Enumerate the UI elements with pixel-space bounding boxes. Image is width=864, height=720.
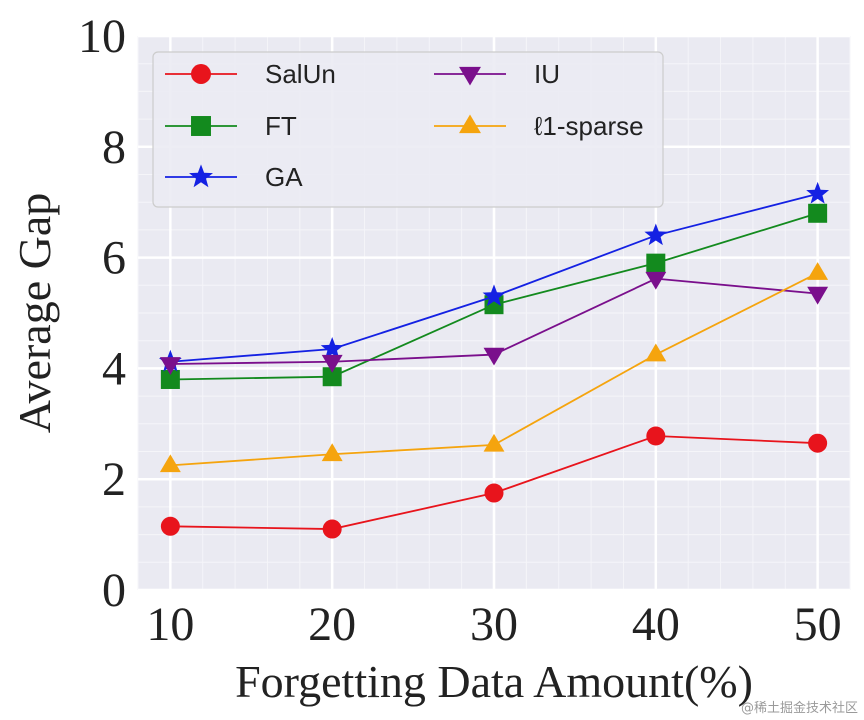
- series-circle: [160, 426, 828, 539]
- data-point-triangle-up: [321, 443, 343, 462]
- legend-marker-square: [191, 116, 211, 136]
- data-point-triangle-down: [645, 271, 667, 290]
- data-point-circle: [160, 516, 180, 536]
- data-point-square: [160, 369, 180, 389]
- legend-marker-triangle-up: [459, 114, 481, 134]
- data-point-square: [808, 203, 828, 223]
- x-tick-label: 40: [632, 598, 680, 651]
- x-tick-label: 20: [308, 598, 356, 651]
- x-axis-title: Forgetting Data Amount(%): [235, 656, 753, 707]
- data-point-triangle-down: [159, 357, 181, 375]
- legend-item: GA: [165, 162, 303, 192]
- series-triangle-down: [159, 271, 829, 375]
- legend-label: FT: [265, 111, 297, 141]
- data-point-triangle-up: [645, 343, 667, 362]
- data-point-circle: [484, 483, 504, 503]
- y-tick-label: 0: [102, 564, 126, 617]
- series-triangle-up: [159, 262, 829, 473]
- data-point-triangle-up: [807, 262, 829, 280]
- y-axis-title: Average Gap: [9, 193, 60, 434]
- watermark: @稀土掘金技术社区: [741, 700, 858, 716]
- data-point-star: [320, 337, 344, 359]
- series-layer: [158, 181, 830, 539]
- legend-marker-circle: [191, 64, 211, 84]
- data-point-star: [644, 223, 668, 246]
- x-tick-label: 50: [794, 598, 842, 651]
- y-tick-label: 2: [102, 453, 126, 506]
- x-tick-label: 10: [146, 598, 194, 651]
- data-point-triangle-up: [159, 454, 181, 473]
- legend-label: GA: [265, 162, 303, 192]
- data-point-star: [806, 181, 830, 204]
- data-point-circle: [322, 519, 342, 539]
- data-point-circle: [646, 426, 666, 446]
- legend-item: FT: [165, 111, 297, 141]
- legend: SalUn FT GA IU ℓ1-sparse: [152, 51, 664, 208]
- data-point-triangle-up: [483, 433, 505, 452]
- y-tick-label: 8: [102, 121, 126, 174]
- legend-box: [152, 51, 664, 208]
- data-point-square: [646, 253, 666, 273]
- legend-marker-triangle-down: [459, 66, 481, 86]
- tick-labels: 0 2 4 6 8 10 10 20 30 40 50: [78, 10, 842, 651]
- legend-item: ℓ1-sparse: [434, 111, 644, 141]
- legend-marker-star: [189, 164, 213, 188]
- data-point-triangle-down: [321, 354, 343, 373]
- y-tick-label: 10: [78, 10, 126, 63]
- x-tick-label: 30: [470, 598, 518, 651]
- legend-item: SalUn: [165, 59, 336, 89]
- data-point-circle: [808, 433, 828, 453]
- legend-item: IU: [434, 59, 560, 89]
- legend-label: IU: [534, 59, 560, 89]
- data-point-triangle-down: [807, 286, 829, 305]
- legend-label: ℓ1-sparse: [534, 111, 644, 141]
- y-tick-label: 6: [102, 232, 126, 285]
- data-point-square: [322, 367, 342, 387]
- legend-label: SalUn: [265, 59, 336, 89]
- y-tick-label: 4: [102, 342, 126, 395]
- data-point-triangle-down: [483, 347, 505, 366]
- data-point-star: [482, 284, 506, 307]
